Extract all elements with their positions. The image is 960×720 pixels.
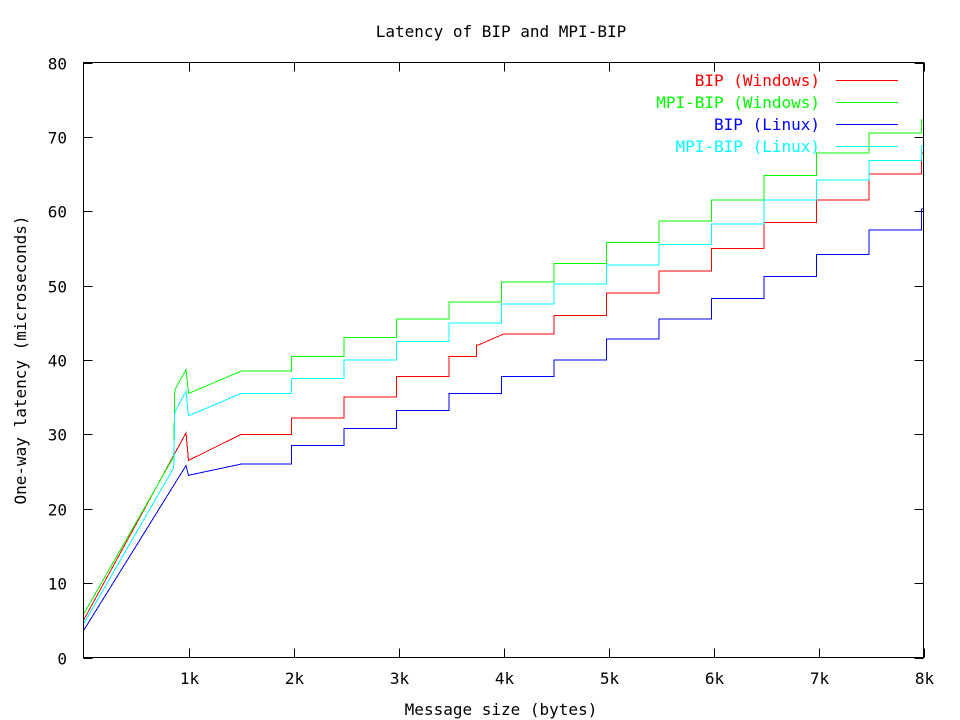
series-lines xyxy=(83,119,924,631)
x-tick-label: 1k xyxy=(180,669,200,688)
series-line-mpi-bip-linux xyxy=(83,145,924,625)
y-tick-label: 0 xyxy=(57,650,67,669)
y-axis-label: One-way latency (microseconds) xyxy=(11,216,30,505)
legend-label-mpi-bip-windows: MPI-BIP (Windows) xyxy=(656,93,820,112)
series-line-mpi-bip-windows xyxy=(83,119,924,615)
y-tick-label: 30 xyxy=(48,426,67,445)
x-axis-label: Message size (bytes) xyxy=(405,700,598,719)
y-tick-label: 80 xyxy=(48,55,67,74)
x-tick-label: 3k xyxy=(390,669,410,688)
series-line-bip-windows xyxy=(83,152,924,621)
legend-label-bip-linux: BIP (Linux) xyxy=(714,115,820,134)
x-tick-label: 5k xyxy=(600,669,620,688)
axis-ticks xyxy=(83,62,925,659)
x-tick-label: 8k xyxy=(915,669,935,688)
y-tick-label: 10 xyxy=(48,575,67,594)
x-tick-label: 4k xyxy=(495,669,515,688)
x-tick-label: 6k xyxy=(705,669,725,688)
axis-tick-labels: 0 10 20 30 40 50 60 70 80 1k 2k 3k 4k 5k 6k 7k 8k xyxy=(48,55,935,689)
legend-label-bip-windows: BIP (Windows) xyxy=(695,71,820,90)
series-line-bip-linux xyxy=(83,208,924,631)
y-tick-label: 60 xyxy=(48,203,67,222)
y-tick-label: 20 xyxy=(48,501,67,520)
legend: BIP (Windows) MPI-BIP (Windows) BIP (Linux… xyxy=(656,71,898,156)
plot-frame xyxy=(83,62,924,658)
x-tick-label: 2k xyxy=(285,669,305,688)
y-tick-label: 40 xyxy=(48,352,67,371)
chart-title: Latency of BIP and MPI-BIP xyxy=(376,22,626,41)
legend-label-mpi-bip-linux: MPI-BIP (Linux) xyxy=(676,137,821,156)
y-tick-label: 50 xyxy=(48,278,67,297)
y-tick-label: 70 xyxy=(48,129,67,148)
x-tick-label: 7k xyxy=(810,669,830,688)
